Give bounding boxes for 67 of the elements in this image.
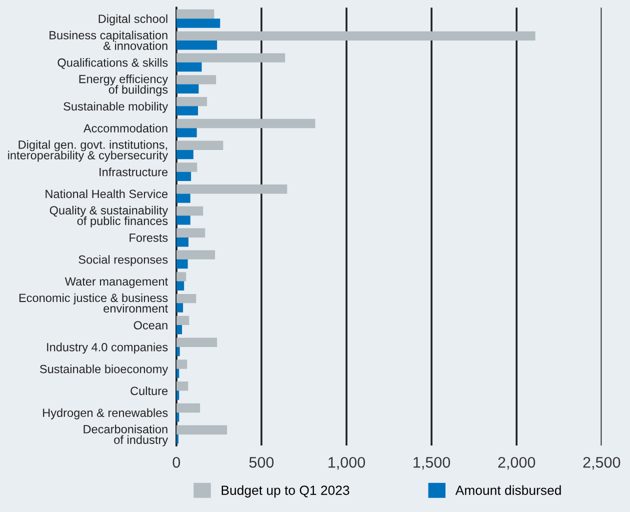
bar — [176, 346, 180, 356]
bar — [176, 325, 182, 334]
x-tick-label: 2,500 — [583, 456, 620, 470]
bar — [176, 184, 288, 194]
y-tick-label: Industry 4.0 companies — [47, 342, 168, 354]
bar — [176, 425, 228, 434]
x-tick-label: 500 — [249, 456, 274, 468]
bar — [176, 96, 208, 106]
y-tick-label: Forests — [130, 234, 168, 242]
y-tick-label: Sustainable bioeconomy — [40, 364, 168, 376]
bar — [176, 84, 199, 94]
bar — [176, 382, 188, 391]
y-tick-label: Energy efficiency of buildings — [79, 74, 168, 96]
bar — [176, 18, 220, 28]
bar — [176, 316, 190, 326]
bar — [176, 412, 180, 422]
legend-label: Amount disbursed — [455, 485, 561, 495]
bar — [176, 303, 184, 312]
y-tick-label: Ocean — [134, 321, 168, 330]
y-tick-label: Quality & sustainability of public finances — [50, 206, 168, 228]
bar — [176, 31, 536, 41]
bar — [176, 368, 180, 378]
x-tick-label: 2,000 — [498, 456, 536, 470]
y-tick-label: Economic justice & business environment — [19, 293, 168, 313]
y-tick-label: Culture — [130, 386, 168, 396]
bar — [176, 75, 216, 84]
bar — [176, 194, 190, 203]
bar — [176, 53, 286, 62]
bar — [176, 250, 216, 260]
bar — [176, 338, 218, 347]
bar — [176, 259, 188, 269]
bar — [176, 140, 224, 150]
y-tick-label: Sustainable mobility — [64, 102, 168, 113]
bar — [176, 294, 196, 304]
bar — [176, 106, 198, 116]
bar — [176, 216, 190, 225]
y-tick-label: Hydrogen & renewables — [43, 408, 168, 420]
x-tick-label: 1,000 — [328, 456, 366, 470]
bar — [176, 390, 180, 400]
y-tick-label: Business capitalisation & innovation — [50, 30, 168, 50]
y-tick-label: Qualifications & skills — [58, 58, 168, 69]
bar — [176, 281, 184, 290]
legend-label: Budget up to Q1 2023 — [222, 485, 350, 498]
x-tick-label: 1,500 — [414, 456, 450, 470]
bar — [176, 238, 188, 247]
bar — [176, 272, 186, 282]
bar — [176, 40, 218, 50]
y-tick-label: Social responses — [78, 255, 168, 266]
y-tick-label: Accommodation — [83, 124, 168, 132]
y-tick-label: Infrastructure — [100, 168, 168, 176]
y-tick-label: National Health Service — [46, 189, 168, 198]
x-tick-label: 0 — [172, 456, 180, 468]
bar — [176, 9, 214, 19]
bar — [176, 150, 194, 160]
bar — [176, 206, 204, 216]
y-tick-label: Digital gen. govt. institutions, interoperability & cybersecurity — [8, 140, 168, 162]
bar — [176, 128, 197, 138]
bar — [176, 162, 198, 172]
y-tick-label: Decarbonisation of industry — [84, 424, 168, 446]
bar — [176, 62, 202, 72]
y-tick-label: Digital school — [98, 14, 168, 26]
bar — [176, 118, 316, 128]
bar — [176, 228, 206, 238]
bar — [176, 403, 200, 413]
bar — [176, 172, 192, 182]
y-tick-label: Water management — [64, 277, 168, 288]
bar — [176, 360, 188, 369]
